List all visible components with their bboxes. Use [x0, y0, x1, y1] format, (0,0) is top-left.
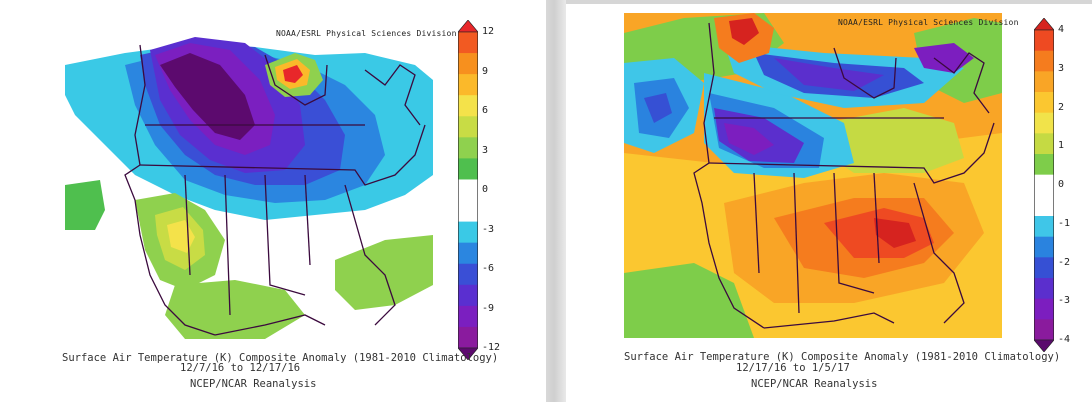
colorbar-segment [458, 242, 478, 265]
colorbar-segment [458, 74, 478, 96]
panel-divider [546, 0, 566, 402]
colorbar-segment [458, 116, 478, 138]
colorbar-tick-label: -9 [482, 302, 495, 314]
colorbar-top-tip [457, 19, 479, 33]
right-map-panel: NOAA/ESRL Physical Sciences Division Sur… [566, 0, 1092, 402]
window-top-edge [566, 0, 1092, 4]
colorbar-tick-label: 1 [1058, 140, 1065, 152]
left-caption-title: Surface Air Temperature (K) Composite An… [62, 352, 499, 364]
colorbar-tick-label: -3 [482, 223, 495, 235]
colorbar-segment [1034, 112, 1054, 134]
colorbar-segment [458, 284, 478, 307]
colorbar-segment [1034, 236, 1054, 258]
cold-anomaly-north-violet [774, 58, 884, 91]
colorbar-segment [458, 326, 478, 349]
colorbar-segment [1034, 133, 1054, 155]
colorbar-tick-label: 2 [1058, 101, 1065, 113]
colorbar-segment [458, 137, 478, 159]
warm-anomaly-hudson-core [283, 65, 303, 83]
colorbar-segment [1034, 216, 1054, 238]
colorbar-bottom-tip [457, 347, 479, 361]
colorbar-tick-label: 9 [482, 65, 489, 77]
colorbar-segment [1034, 154, 1054, 176]
cold-anomaly-dark-purple [160, 53, 255, 140]
right-colorbar [1033, 17, 1055, 353]
right-caption-dates: 12/17/16 to 1/5/17 [736, 362, 850, 374]
left-anomaly-map [65, 25, 433, 339]
left-caption-reanalysis: NCEP/NCAR Reanalysis [190, 378, 317, 390]
colorbar-segment [1034, 298, 1054, 320]
left-map-svg [65, 37, 433, 339]
left-caption-dates: 12/7/16 to 12/17/16 [180, 362, 301, 374]
right-caption-title: Surface Air Temperature (K) Composite An… [624, 351, 1061, 363]
colorbar-top-tip [1033, 17, 1055, 31]
colorbar-tick-label: -4 [1058, 334, 1071, 345]
colorbar-segment [458, 158, 478, 180]
colorbar-segment [1034, 174, 1054, 196]
right-map-svg [624, 13, 1002, 338]
colorbar-segment [1034, 92, 1054, 114]
colorbar-tick-label: -2 [1058, 256, 1071, 268]
colorbar-segment [458, 221, 478, 244]
colorbar-tick-label: 0 [482, 184, 489, 195]
colorbar-tick-label: 3 [482, 144, 489, 156]
colorbar-segment [458, 305, 478, 328]
warm-anomaly-red-core [874, 218, 916, 248]
left-colorbar [457, 19, 479, 361]
colorbar-segment [458, 200, 478, 223]
colorbar-segment [1034, 319, 1054, 341]
colorbar-segment [1034, 50, 1054, 72]
colorbar-segment [458, 32, 478, 54]
colorbar-tick-label: -6 [482, 263, 495, 274]
colorbar-tick-label: 12 [482, 26, 495, 37]
colorbar-tick-label: 0 [1058, 179, 1065, 190]
cold-anomaly-pacific-core [644, 93, 672, 123]
colorbar-tick-label: -3 [1058, 295, 1071, 307]
colorbar-segment [1034, 195, 1054, 217]
colorbar-segment [1034, 257, 1054, 279]
colorbar-segment [1034, 71, 1054, 93]
right-source-credit: NOAA/ESRL Physical Sciences Division [838, 18, 1019, 27]
warm-anomaly-green-central [824, 108, 964, 173]
colorbar-segment [458, 53, 478, 75]
colorbar-tick-label: 3 [1058, 62, 1065, 74]
right-colorbar-svg [1033, 17, 1055, 353]
colorbar-segment [1034, 30, 1054, 52]
warm-anomaly-northwest-core [729, 18, 759, 45]
right-anomaly-map [624, 13, 1002, 338]
colorbar-segment [458, 95, 478, 117]
colorbar-tick-label: -12 [482, 342, 501, 353]
left-coastlines [124, 44, 426, 336]
left-colorbar-svg [457, 19, 479, 361]
cold-anomaly-west-core [724, 123, 774, 155]
right-caption-reanalysis: NCEP/NCAR Reanalysis [751, 378, 878, 390]
warm-anomaly-pacific [65, 180, 105, 230]
colorbar-segment [458, 263, 478, 286]
colorbar-segment [458, 179, 478, 202]
colorbar-tick-label: 4 [1058, 24, 1065, 35]
colorbar-tick-label: -1 [1058, 217, 1071, 229]
left-map-panel: NOAA/ESRL Physical Sciences Division Sur… [62, 19, 501, 390]
colorbar-segment [1034, 278, 1054, 300]
colorbar-bottom-tip [1033, 339, 1055, 353]
right-coastlines [693, 22, 995, 329]
warm-anomaly-east [335, 235, 433, 310]
colorbar-tick-label: 6 [482, 105, 489, 116]
left-source-credit: NOAA/ESRL Physical Sciences Division [276, 29, 457, 38]
